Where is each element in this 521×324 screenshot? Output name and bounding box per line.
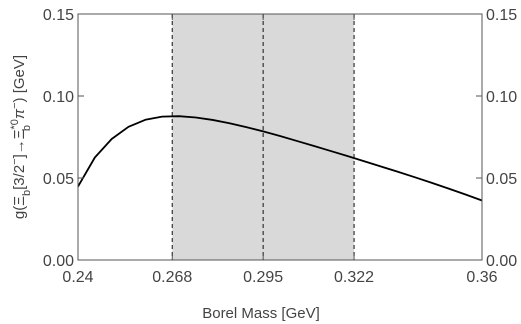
x-tick-label: 0.36 xyxy=(466,269,497,286)
x-axis-title: Borel Mass [GeV] xyxy=(202,305,320,322)
x-tick-label: 0.24 xyxy=(62,269,93,286)
series-group xyxy=(77,115,483,202)
y-tick-label-right: 0.00 xyxy=(486,253,517,270)
tick-marks xyxy=(77,13,483,261)
y-tick-label-right: 0.10 xyxy=(486,89,517,106)
tick-labels: 0.24 0.268 0.295 0.322 0.360.00 0.000.05 0.050… xyxy=(43,7,517,286)
y-tick-label-left: 0.00 xyxy=(43,253,74,270)
y-tick-label-left: 0.15 xyxy=(43,7,74,24)
x-tick-label: 0.322 xyxy=(334,269,374,286)
y-tick-label-right: 0.15 xyxy=(486,7,517,24)
x-tick-label: 0.295 xyxy=(243,269,283,286)
y-tick-label-right: 0.05 xyxy=(486,171,517,188)
series-line xyxy=(77,115,483,202)
y-tick-label-left: 0.10 xyxy=(43,89,74,106)
y-axis-title: g(Ξb[3/2−]→Ξ*0bπ−) [GeV] xyxy=(9,55,33,219)
dashed-lines xyxy=(171,14,355,260)
x-tick-label: 0.268 xyxy=(152,269,192,286)
plot-frame xyxy=(77,13,483,261)
y-tick-label-left: 0.05 xyxy=(43,171,74,188)
